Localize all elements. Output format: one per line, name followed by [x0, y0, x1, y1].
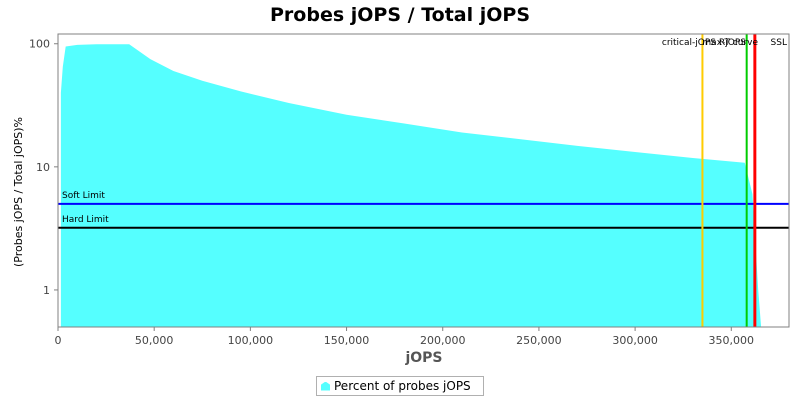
legend-swatch	[321, 381, 330, 391]
hard-limit-label: Hard Limit	[62, 215, 109, 225]
chart-title: Probes jOPS / Total jOPS	[270, 4, 530, 26]
y-axis-title: (Probes jOPS / Total jOPS)%	[12, 117, 25, 267]
x-tick-label: 250,000	[516, 334, 562, 347]
marker-label-ssl: SSL	[771, 38, 787, 48]
x-tick-label: 100,000	[228, 334, 274, 347]
x-tick-label: 0	[55, 334, 62, 347]
x-tick-label: 50,000	[135, 334, 174, 347]
x-tick-label: 300,000	[612, 334, 658, 347]
x-axis-title: jOPS	[404, 350, 442, 366]
area-series-0	[60, 44, 762, 328]
y-tick-label: 100	[29, 38, 50, 51]
plot-border	[57, 33, 790, 328]
marker-label-critical-jops: critical-jOPS	[662, 38, 716, 48]
x-tick-label: 350,000	[709, 334, 755, 347]
y-tick-label: 10	[36, 161, 50, 174]
legend: Percent of probes jOPS	[316, 376, 484, 396]
y-tick-label: 1	[43, 284, 50, 297]
legend-label-percent-of-probes-jops: Percent of probes jOPS	[334, 379, 471, 393]
marker-label-rt-curve: RT curve	[719, 38, 759, 48]
x-tick-label: 150,000	[324, 334, 370, 347]
soft-limit-label: Soft Limit	[62, 191, 105, 201]
marker-label-max-jops: max-jOPS	[702, 38, 746, 48]
x-tick-label: 200,000	[420, 334, 466, 347]
